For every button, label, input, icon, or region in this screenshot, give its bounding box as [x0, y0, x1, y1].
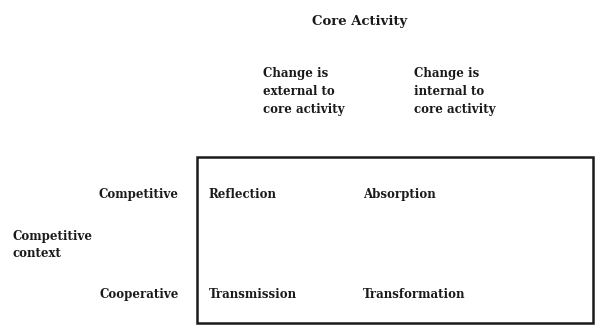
Text: Transmission: Transmission [209, 288, 297, 301]
Text: Change is
internal to
core activity: Change is internal to core activity [414, 67, 496, 116]
Text: Core Activity: Core Activity [312, 15, 408, 28]
Text: Competitive: Competitive [99, 188, 178, 201]
Text: Competitive
context: Competitive context [12, 230, 92, 260]
Text: Transformation: Transformation [363, 288, 465, 301]
Text: Cooperative: Cooperative [99, 288, 178, 301]
Text: Change is
external to
core activity: Change is external to core activity [263, 67, 345, 116]
Text: Absorption: Absorption [363, 188, 436, 201]
Text: Reflection: Reflection [209, 188, 276, 201]
